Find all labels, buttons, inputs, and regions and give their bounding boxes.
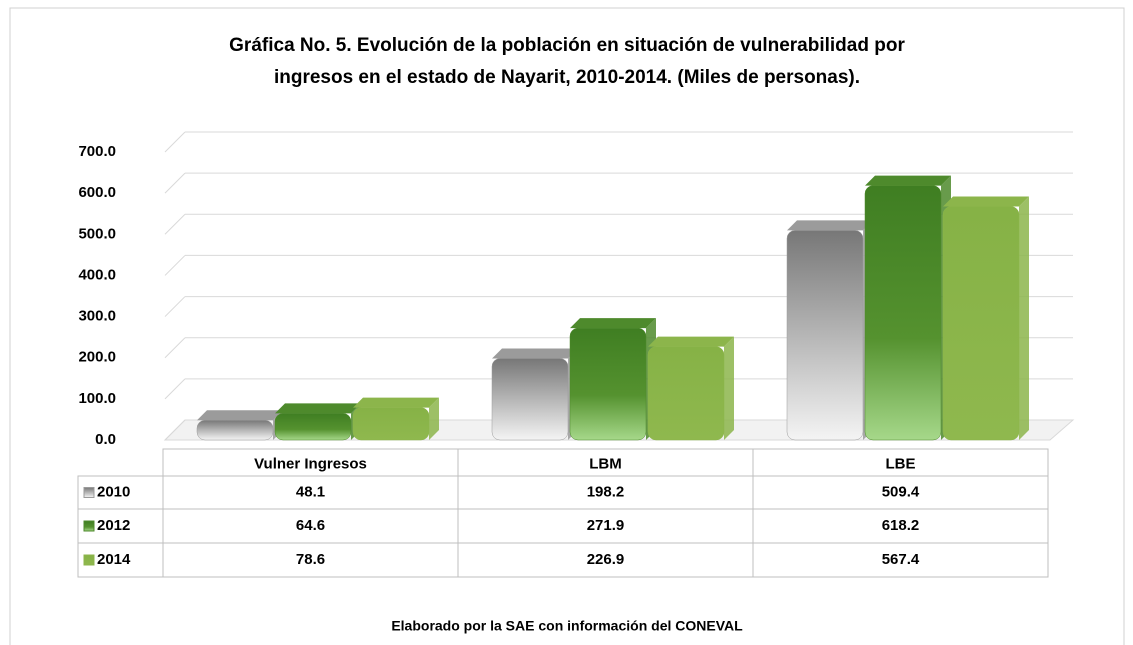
grid-line <box>164 419 186 441</box>
bar <box>196 419 274 441</box>
y-tick-label: 600.0 <box>78 184 116 201</box>
bar <box>352 407 430 441</box>
legend-swatch <box>83 554 95 566</box>
legend-label: 2010 <box>97 483 130 500</box>
source-note: Elaborado por la SAE con información del… <box>391 618 743 634</box>
bar-top <box>197 410 283 421</box>
bar-top <box>865 175 951 186</box>
grid-line <box>164 131 186 153</box>
bar-top <box>353 397 439 408</box>
bar <box>864 185 942 441</box>
bar <box>569 327 647 441</box>
data-label: 198.2 <box>587 483 625 500</box>
data-label: 48.1 <box>296 483 325 500</box>
frame <box>9 7 1125 645</box>
grid-line <box>164 337 186 359</box>
bar-top <box>943 196 1029 207</box>
x-tick-label: LBE <box>886 455 916 472</box>
data-label: 567.4 <box>882 551 920 568</box>
y-tick-label: 300.0 <box>78 308 116 325</box>
grid-line <box>164 172 186 194</box>
data-label: 271.9 <box>587 517 625 534</box>
bar-top <box>787 220 873 231</box>
bar <box>647 346 725 441</box>
grid-line <box>164 213 186 235</box>
grid-line <box>164 255 186 276</box>
bar-side <box>1019 196 1029 440</box>
y-tick-label: 700.0 <box>78 143 116 160</box>
y-tick-label: 100.0 <box>78 390 116 407</box>
data-label: 64.6 <box>296 517 325 534</box>
bar <box>491 358 569 441</box>
y-tick-label: 200.0 <box>78 349 116 366</box>
bar-side <box>429 397 439 440</box>
y-tick-label: 500.0 <box>78 225 116 242</box>
legend-swatch <box>83 487 95 498</box>
bar <box>942 206 1020 441</box>
data-label: 78.6 <box>296 551 325 568</box>
legend-label: 2014 <box>97 551 131 568</box>
bar-top <box>492 348 578 359</box>
chart-title: ingresos en el estado de Nayarit, 2010-2… <box>274 67 860 88</box>
grid-line <box>164 378 186 400</box>
bar-side <box>724 336 734 440</box>
bar <box>786 230 864 441</box>
data-label: 618.2 <box>882 517 920 534</box>
y-tick-label: 0.0 <box>95 431 116 448</box>
bar-top <box>275 403 361 414</box>
data-label: 509.4 <box>882 483 920 500</box>
legend-swatch <box>83 520 95 532</box>
grid-line <box>164 296 186 317</box>
chart-title: Gráfica No. 5. Evolución de la población… <box>229 35 905 56</box>
bar-top <box>648 336 734 347</box>
bar-top <box>570 318 656 329</box>
bar <box>274 413 352 441</box>
legend-label: 2012 <box>97 517 130 534</box>
y-tick-label: 400.0 <box>78 266 116 283</box>
x-tick-label: LBM <box>589 455 622 472</box>
x-tick-label: Vulner Ingresos <box>254 455 367 472</box>
data-label: 226.9 <box>587 551 625 568</box>
